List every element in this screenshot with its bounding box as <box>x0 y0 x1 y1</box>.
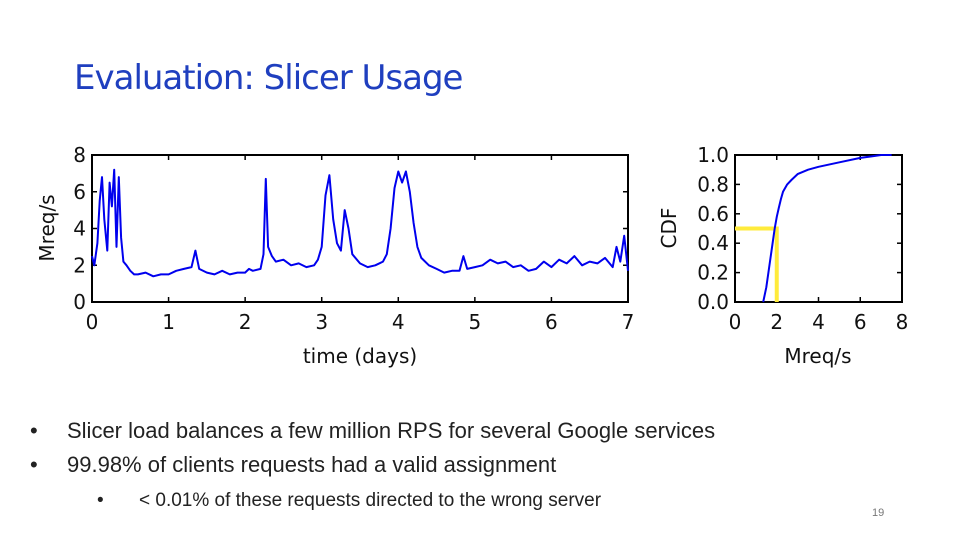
y-tick-label: 0.4 <box>697 231 729 255</box>
bullet-item: Slicer load balances a few million RPS f… <box>30 414 715 448</box>
y-tick-label: 8 <box>73 143 86 167</box>
x-tick-label: 7 <box>622 310 635 334</box>
y-tick-label: 0.8 <box>697 172 729 196</box>
x-tick-label: 5 <box>468 310 481 334</box>
bullet-text: Slicer load balances a few million RPS f… <box>67 418 716 443</box>
x-tick-label: 0 <box>86 310 99 334</box>
y-tick-label: 0.6 <box>697 202 729 226</box>
bullet-list: Slicer load balances a few million RPS f… <box>30 414 715 514</box>
x-tick-label: 4 <box>812 310 825 334</box>
load-chart-frame <box>91 154 629 303</box>
bullet-text: 99.98% of clients requests had a valid a… <box>67 452 557 477</box>
y-tick-label: 0.2 <box>697 261 729 285</box>
x-tick-label: 1 <box>162 310 175 334</box>
cdf-chart-y-axis-label: CDF <box>657 208 681 249</box>
cdf-chart: 0 2 4 6 8 0.0 0.2 0.4 0.6 0.8 1.0 Mreq/s CDF <box>657 143 908 368</box>
y-tick-label: 2 <box>73 253 86 277</box>
sub-bullet-text: < 0.01% of these requests directed to th… <box>139 490 602 511</box>
x-tick-label: 2 <box>239 310 252 334</box>
page-title: Evaluation: Slicer Usage <box>74 58 463 98</box>
y-tick-label: 1.0 <box>697 143 729 167</box>
x-tick-label: 8 <box>896 310 909 334</box>
load-series-line <box>91 168 629 278</box>
cdf-median-bracket <box>735 226 779 302</box>
load-chart-y-axis-label: Mreq/s <box>35 194 59 261</box>
x-tick-label: 0 <box>729 310 742 334</box>
y-tick-label: 0 <box>73 290 86 314</box>
y-tick-label: 4 <box>73 217 86 241</box>
load-chart-x-axis-label: time (days) <box>303 344 417 368</box>
x-tick-label: 2 <box>770 310 783 334</box>
x-tick-label: 3 <box>315 310 328 334</box>
sub-bullet-item: < 0.01% of these requests directed to th… <box>67 488 715 514</box>
bullet-item: 99.98% of clients requests had a valid a… <box>30 448 715 514</box>
page-number: 19 <box>872 507 885 519</box>
y-tick-label: 0.0 <box>697 290 729 314</box>
cdf-series-line <box>762 154 892 303</box>
load-over-time-chart: 0 1 2 3 4 5 6 7 0 2 4 6 8 time (days) Mreq/s <box>35 143 634 368</box>
x-tick-label: 6 <box>854 310 867 334</box>
x-tick-label: 4 <box>392 310 405 334</box>
slicer-usage-charts: 0 1 2 3 4 5 6 7 0 2 4 6 8 time (days) Mreq/s 0 2 4 6 8 … <box>35 143 908 368</box>
cdf-chart-x-axis-label: Mreq/s <box>784 344 851 368</box>
y-tick-label: 6 <box>73 180 86 204</box>
x-tick-label: 6 <box>545 310 558 334</box>
